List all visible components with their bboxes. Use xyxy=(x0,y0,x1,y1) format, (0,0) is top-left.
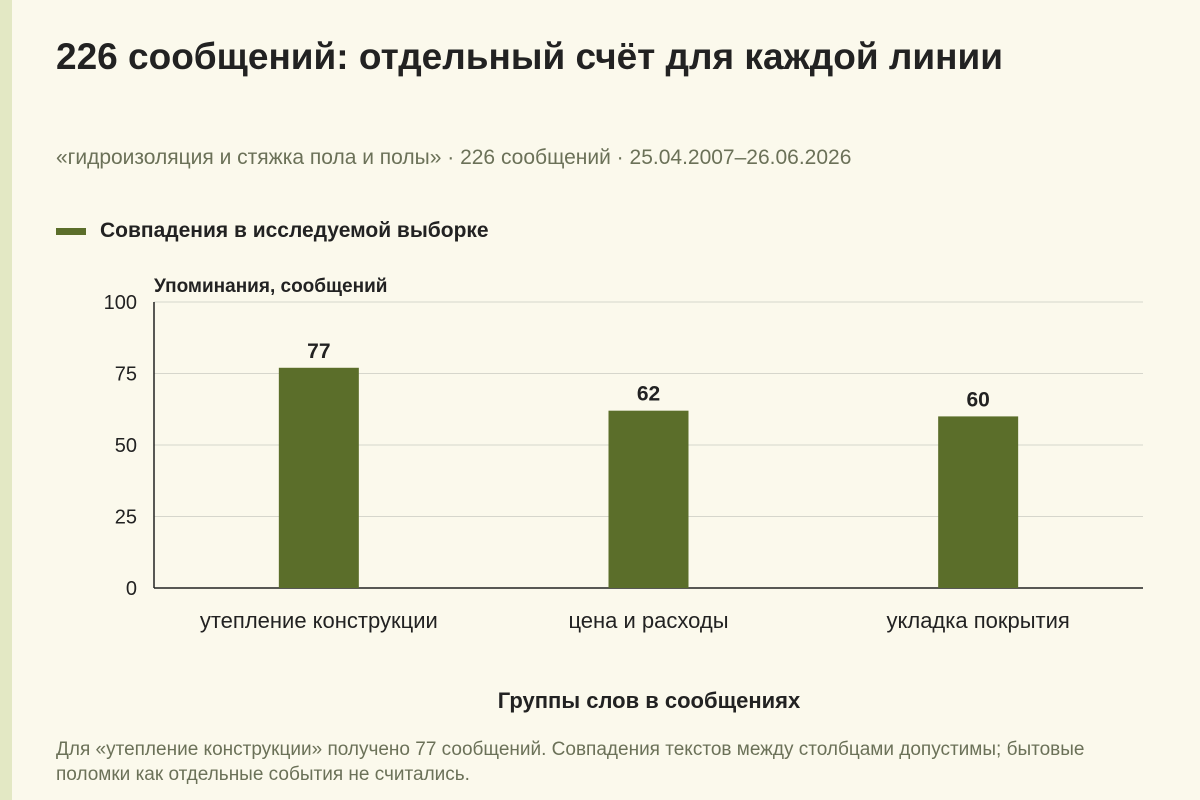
bar xyxy=(938,416,1019,588)
legend-label: Совпадения в исследуемой выборке xyxy=(100,219,489,242)
x-tick-label: цена и расходы xyxy=(568,608,728,633)
y-tick-label: 0 xyxy=(126,578,137,600)
x-tick-label: укладка покрытия xyxy=(886,608,1069,633)
x-tick-label: утепление конструкции xyxy=(200,608,438,633)
page-subtitle: «гидроизоляция и стяжка пола и полы» · 2… xyxy=(56,146,852,169)
footnote: Для «утепление конструкции» получено 77 … xyxy=(56,739,1085,785)
bar xyxy=(278,367,359,588)
y-axis-label: Упоминания, сообщений xyxy=(154,276,387,297)
legend-swatch xyxy=(56,227,86,235)
left-accent-strip xyxy=(0,0,12,800)
page-title: 226 сообщений: отдельный счёт для каждой… xyxy=(56,36,1003,77)
bar-value-label: 60 xyxy=(966,388,989,411)
chart-legend: Совпадения в исследуемой выборке xyxy=(56,219,489,243)
y-tick-label: 50 xyxy=(115,435,137,457)
y-tick-label: 75 xyxy=(115,364,137,386)
bar-value-label: 62 xyxy=(637,383,660,406)
bar xyxy=(608,410,689,588)
y-tick-label: 25 xyxy=(115,507,137,529)
y-tick-label: 100 xyxy=(104,292,137,314)
x-axis-label: Группы слов в сообщениях xyxy=(498,688,801,713)
bar-value-label: 77 xyxy=(307,340,330,363)
